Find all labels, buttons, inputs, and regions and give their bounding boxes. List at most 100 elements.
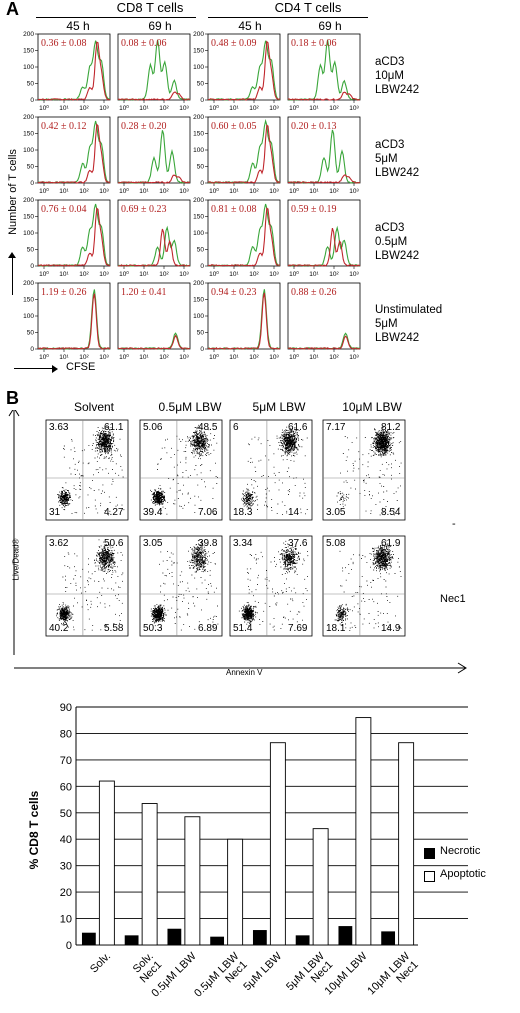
x-tick-label: 10¹ — [139, 354, 149, 360]
flow-plot — [229, 419, 313, 521]
panel-a-x-axis-label: CFSE — [66, 361, 96, 373]
y-tick-label: 10 — [60, 914, 72, 926]
y-tick-label: 200 — [23, 280, 34, 287]
y-tick-label: 80 — [60, 728, 72, 740]
y-tick-label: 0 — [200, 263, 204, 270]
x-tick-label: 10⁰ — [39, 104, 49, 112]
quadrant-label-upper-right: 37.6 — [288, 538, 308, 549]
y-tick-label: 100 — [193, 313, 204, 320]
y-tick-label: 200 — [193, 197, 204, 204]
x-tick-label: 10⁰ — [119, 353, 129, 360]
bar-apoptotic — [269, 742, 286, 946]
histogram-red-curve — [207, 207, 281, 267]
panel-a-x-arrowhead — [52, 365, 58, 373]
quadrant-label-upper-right: 81.2 — [381, 422, 401, 433]
quadrant-label-upper-left: 3.05 — [143, 538, 163, 549]
histogram-stat-label: 0.81 ± 0.08 — [211, 204, 257, 215]
histogram-stat-label: 0.76 ± 0.04 — [41, 204, 87, 215]
timepoint-label: 45 h — [238, 19, 262, 33]
flow-dots — [238, 540, 309, 631]
histogram-green-curve — [117, 130, 191, 184]
condition-label: aCD3 10μM LBW242 — [375, 56, 420, 96]
x-tick-label: 10³ — [349, 105, 359, 112]
y-tick-label: 30 — [60, 861, 72, 873]
bar-necrotic — [338, 926, 353, 946]
y-tick-label: 0 — [30, 346, 34, 353]
flow-plot — [322, 419, 406, 521]
bar-apoptotic — [312, 828, 329, 946]
x-tick-label: 10¹ — [139, 105, 149, 112]
quadrant-label-upper-left: 3.34 — [233, 538, 253, 549]
histogram-green-curve — [117, 332, 191, 350]
y-tick-label: 0 — [30, 97, 34, 104]
histogram-stat-label: 0.94 ± 0.23 — [211, 287, 257, 298]
x-tick-label: 10¹ — [229, 271, 239, 278]
x-tick-label: 10³ — [179, 105, 189, 112]
x-tick-label: 10¹ — [59, 188, 69, 195]
x-tick-label: 10⁰ — [209, 104, 219, 112]
histogram-red-curve — [287, 174, 361, 184]
histogram-cell: 0 50 100 150 200 10⁰ 10¹ 10² 10³ — [193, 280, 281, 360]
flow-plot-frame — [45, 535, 129, 637]
x-tick-label: 10⁰ — [39, 270, 49, 278]
quadrant-label-lower-left: 18.1 — [326, 623, 346, 634]
x-tick-label: 10³ — [269, 105, 279, 112]
y-tick-label: 150 — [193, 297, 204, 304]
panel-a-y-arrow — [12, 255, 13, 295]
x-tick-label: 10⁰ — [39, 353, 49, 360]
flow-plot-frame — [229, 419, 313, 521]
quadrant-label-upper-left: 7.17 — [326, 422, 346, 433]
y-tick-label: 150 — [193, 131, 204, 138]
bar-chart-y-label: % CD8 T cells — [27, 790, 41, 870]
x-tick-label: 10³ — [349, 354, 359, 360]
quadrant-label-lower-left: 31 — [49, 507, 61, 518]
y-tick-label: 0 — [30, 263, 34, 270]
histogram-cell: 10⁰ 10¹ 10² 10³ — [117, 199, 191, 278]
x-tick-label: 10¹ — [229, 188, 239, 195]
y-tick-label: 100 — [193, 147, 204, 154]
y-tick-label: 100 — [23, 230, 34, 237]
flow-plot — [139, 535, 223, 637]
y-tick-label: 200 — [23, 114, 34, 121]
x-tick-label: 10¹ — [309, 188, 319, 195]
x-tick-label: 10² — [159, 105, 169, 112]
x-tick-label: 10¹ — [229, 105, 239, 112]
quadrant-label-lower-left: 50.3 — [143, 623, 163, 634]
histogram-red-curve — [117, 334, 191, 350]
histogram-green-curve — [117, 225, 191, 267]
histogram-green-curve — [287, 332, 361, 350]
y-tick-label: 150 — [193, 48, 204, 55]
quadrant-label-upper-right: 39.8 — [198, 538, 218, 549]
quadrant-label-upper-left: 3.63 — [49, 422, 69, 433]
panel-b-x-label: Annexin V — [226, 668, 263, 677]
histogram-stat-label: 0.36 ± 0.08 — [41, 38, 87, 49]
quadrant-label-upper-right: 61.6 — [288, 422, 308, 433]
flow-column-title: 0.5μM LBW — [158, 400, 222, 414]
x-tick-label: 10⁰ — [119, 187, 129, 195]
panel-a-y-arrowhead — [8, 252, 16, 258]
x-tick-label: 10² — [249, 105, 259, 112]
histogram-stat-label: 0.88 ± 0.26 — [291, 287, 337, 298]
y-tick-label: 100 — [193, 64, 204, 71]
quadrant-label-lower-right: 7.69 — [288, 623, 308, 634]
bar-apoptotic — [227, 838, 244, 946]
histogram-green-curve — [207, 289, 281, 350]
histogram-stat-label: 0.20 ± 0.13 — [291, 121, 337, 132]
x-tick-label: 10² — [79, 354, 89, 360]
histogram-red-curve — [118, 174, 191, 184]
quadrant-label-lower-right: 8.54 — [381, 507, 401, 518]
x-tick-label: 10³ — [349, 271, 359, 278]
x-tick-label: 10⁰ — [209, 353, 219, 360]
histogram-red-curve — [287, 335, 361, 350]
histogram-cell: 10⁰ 10¹ 10² 10³ — [117, 116, 191, 195]
flow-dots — [241, 426, 308, 516]
quadrant-label-lower-right: 5.58 — [104, 623, 124, 634]
flow-plot-frame — [139, 535, 223, 637]
panel-a-y-axis-label: Number of T cells — [7, 149, 19, 235]
histogram-frame — [117, 33, 191, 101]
legend-swatch-necrotic — [424, 848, 435, 859]
flow-dots — [57, 425, 125, 516]
panel-b-x-arrowhead — [457, 662, 467, 674]
histogram-cell: 0 50 100 150 200 10⁰ 10¹ 10² 10³ — [23, 114, 111, 195]
x-tick-label: 10¹ — [229, 354, 239, 360]
